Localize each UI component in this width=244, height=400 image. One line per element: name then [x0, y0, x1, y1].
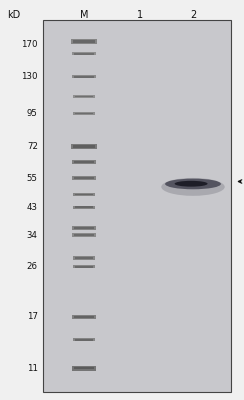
- Text: 17: 17: [27, 312, 38, 321]
- Bar: [73, 206, 95, 209]
- Bar: [71, 39, 97, 44]
- Bar: [73, 95, 95, 98]
- Text: kD: kD: [7, 10, 20, 20]
- Bar: [72, 315, 96, 319]
- Bar: [72, 366, 96, 370]
- Bar: [75, 206, 93, 208]
- Text: 26: 26: [27, 262, 38, 271]
- Bar: [72, 75, 96, 78]
- Text: 43: 43: [27, 203, 38, 212]
- Bar: [72, 160, 96, 164]
- Bar: [73, 256, 95, 260]
- Bar: [72, 52, 96, 56]
- Text: 170: 170: [21, 40, 38, 50]
- Text: 1: 1: [137, 10, 143, 20]
- Bar: [43, 20, 231, 392]
- Text: 95: 95: [27, 109, 38, 118]
- Bar: [75, 113, 93, 114]
- Bar: [73, 40, 95, 43]
- Text: 34: 34: [27, 230, 38, 240]
- Bar: [75, 194, 93, 195]
- Bar: [71, 144, 97, 149]
- Bar: [74, 234, 94, 236]
- Text: 2: 2: [190, 10, 196, 20]
- Ellipse shape: [165, 179, 221, 189]
- Bar: [74, 316, 94, 318]
- Bar: [73, 112, 95, 115]
- Bar: [73, 193, 95, 196]
- Text: 55: 55: [27, 174, 38, 183]
- Bar: [73, 338, 95, 342]
- Text: 11: 11: [27, 364, 38, 373]
- Bar: [74, 367, 94, 370]
- Bar: [74, 76, 94, 78]
- Text: 72: 72: [27, 142, 38, 151]
- Ellipse shape: [161, 178, 225, 196]
- Bar: [75, 266, 93, 268]
- Bar: [72, 226, 96, 230]
- Bar: [75, 96, 93, 97]
- Bar: [74, 53, 94, 54]
- Ellipse shape: [175, 181, 208, 187]
- Bar: [74, 227, 94, 229]
- Bar: [73, 265, 95, 268]
- Bar: [74, 177, 94, 179]
- Bar: [73, 145, 95, 148]
- Bar: [74, 161, 94, 163]
- Bar: [72, 176, 96, 180]
- Text: 130: 130: [21, 72, 38, 81]
- Bar: [75, 339, 93, 341]
- Bar: [72, 234, 96, 237]
- Bar: [75, 257, 93, 259]
- Text: M: M: [80, 10, 88, 20]
